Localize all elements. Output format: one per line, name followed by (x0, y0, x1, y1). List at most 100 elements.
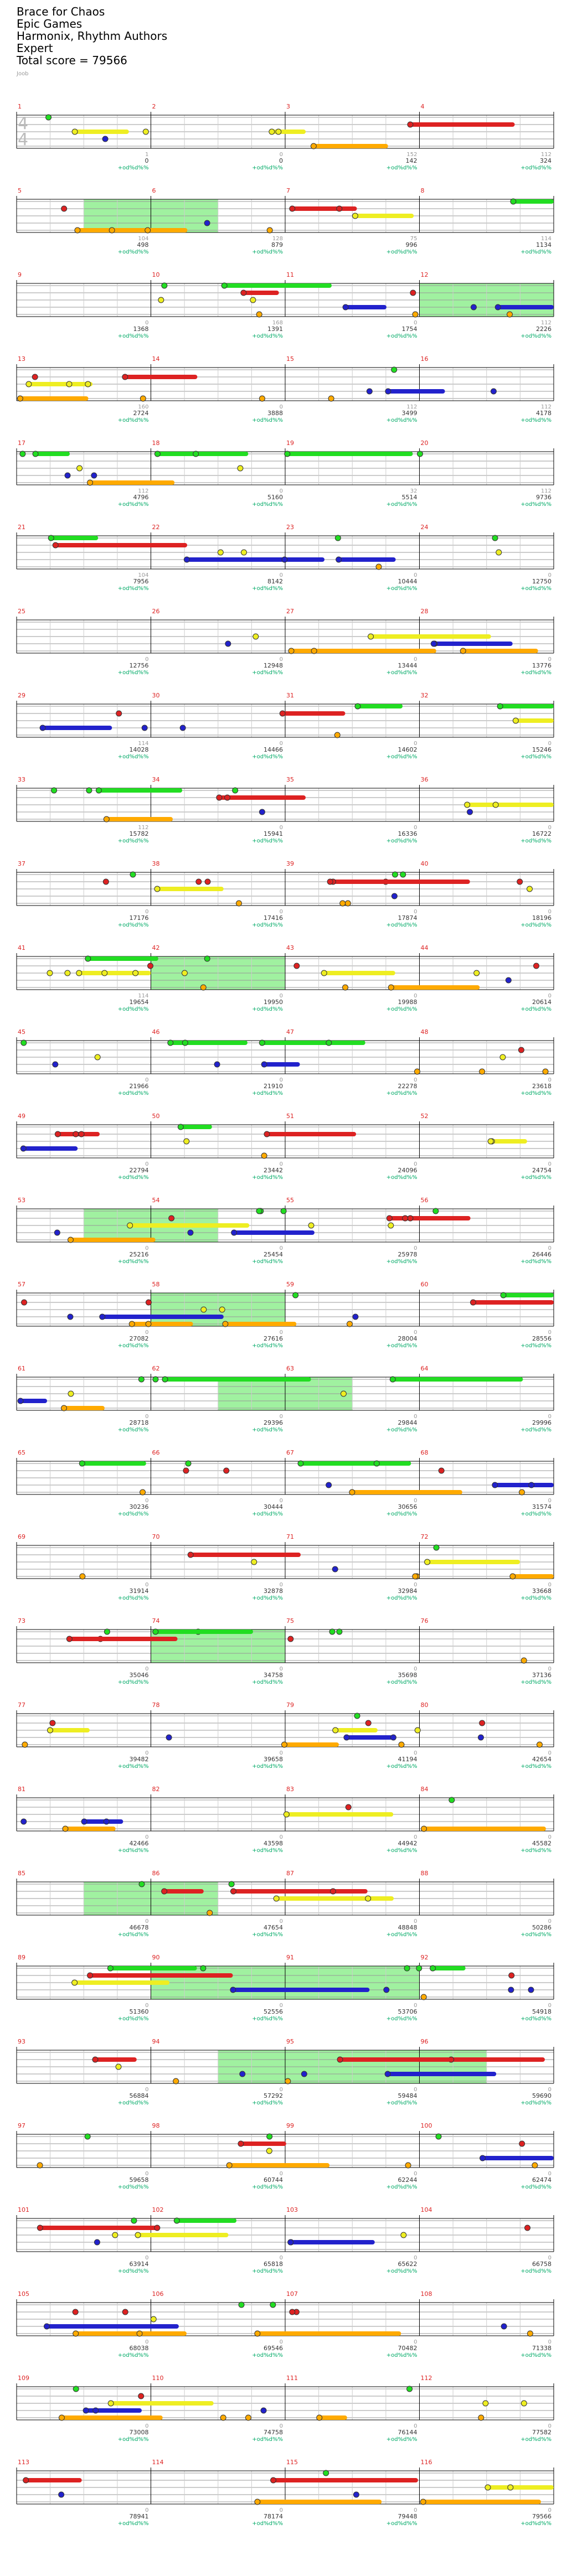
measure-score: 23442 (264, 1167, 283, 1174)
note-gem (383, 1987, 390, 1993)
note-gem (416, 1965, 422, 1972)
measure-number: 39 (286, 860, 294, 867)
note-gem (438, 1467, 445, 1474)
note-gem (115, 2063, 122, 2070)
note-gem (214, 1061, 220, 1068)
overdrive-marker: +od%d%% (252, 838, 283, 844)
note-gem (373, 1460, 380, 1467)
note-gem (266, 2148, 272, 2154)
note-gem (161, 1888, 168, 1895)
note-gem (220, 2414, 226, 2421)
measure-score: 62244 (398, 2176, 417, 2184)
overdrive-marker: +od%d%% (386, 2184, 417, 2190)
beat-count: 112 (406, 404, 417, 410)
measure-score: 74758 (264, 2429, 283, 2436)
measure-number: 3 (286, 103, 290, 110)
beat-count: 0 (145, 1245, 148, 1251)
chart-subtitle: Joob (17, 71, 29, 77)
note-gem (336, 1628, 343, 1635)
beat-count: 0 (414, 1750, 417, 1756)
overdrive-marker: +od%d%% (520, 2521, 551, 2527)
measure-number: 79 (286, 1701, 294, 1709)
note-gem (238, 2301, 245, 2308)
note-gem (92, 2056, 99, 2063)
note-gem (67, 1237, 74, 1243)
note-gem (217, 549, 224, 556)
note-gem (492, 535, 498, 541)
measure-score: 77582 (532, 2429, 551, 2436)
measure-number: 84 (421, 1786, 429, 1793)
measure-number: 76 (421, 1617, 429, 1625)
overdrive-marker: +od%d%% (520, 838, 551, 844)
measure-score: 2226 (536, 325, 551, 333)
note-gem (20, 1145, 27, 1152)
note-gem (508, 1987, 514, 1993)
beat-count: 0 (280, 2087, 283, 2093)
note-gem (87, 1972, 94, 1979)
total-score: Total score = 79566 (17, 54, 127, 67)
note-gem (536, 1741, 543, 1748)
overdrive-marker: +od%d%% (252, 333, 283, 339)
note-gem (92, 2407, 99, 2414)
measure-number: 112 (421, 2375, 432, 2382)
measure-number: 23 (286, 524, 294, 531)
beat-count: 0 (145, 1918, 148, 1925)
beat-count: 0 (280, 2507, 283, 2513)
beat-count: 0 (414, 2003, 417, 2009)
measure-score: 1391 (267, 325, 283, 333)
note-gem (339, 900, 346, 907)
measure-number: 4 (421, 103, 425, 110)
note-gem (293, 963, 300, 969)
beat-count: 0 (548, 1330, 551, 1336)
note-gem (43, 2323, 50, 2330)
overdrive-marker: +od%d%% (386, 333, 417, 339)
measure-score: 52556 (264, 2008, 283, 2015)
note-gem (283, 1811, 290, 1818)
note-gem (414, 1727, 421, 1734)
note-gem (400, 2232, 407, 2238)
overdrive-marker: +od%d%% (520, 1343, 551, 1349)
beat-count: 0 (280, 1414, 283, 1420)
measure-number: 73 (18, 1617, 25, 1625)
note-gem (207, 1910, 213, 1916)
note-gem (64, 970, 71, 976)
overdrive-marker: +od%d%% (520, 2437, 551, 2443)
overdrive-marker: +od%d%% (118, 1679, 149, 1685)
measure-score: 15782 (130, 830, 149, 837)
beat-count: 0 (548, 993, 551, 999)
measure-number: 87 (286, 1870, 294, 1877)
overdrive-marker: +od%d%% (252, 1679, 283, 1685)
note-gem (342, 984, 349, 991)
note-gem (289, 2309, 296, 2315)
note-gem (204, 955, 210, 962)
note-gem (193, 451, 199, 457)
note-gem (52, 1061, 59, 1068)
beat-count: 0 (548, 1918, 551, 1925)
measure-score: 15246 (532, 746, 551, 753)
measure-score: 23618 (532, 1083, 551, 1090)
note-gem (72, 2309, 79, 2315)
measure-score: 65818 (264, 2261, 283, 2268)
beat-count: 0 (414, 909, 417, 915)
note-gem (52, 542, 59, 549)
note-gem (490, 388, 497, 395)
time-sig-bottom: 4 (18, 130, 28, 149)
measure-score: 78941 (130, 2513, 149, 2520)
note-gem (345, 1804, 352, 1811)
note-gem (404, 1965, 410, 1972)
beat-count: 0 (548, 1750, 551, 1756)
note-gem (71, 1979, 78, 1986)
measure-number: 11 (286, 271, 294, 278)
measure-number: 31 (286, 692, 294, 699)
beat-count: 0 (548, 1834, 551, 1840)
beat-count: 0 (548, 909, 551, 915)
note-gem (464, 801, 471, 808)
beat-count: 112 (541, 152, 551, 158)
note-gem (101, 970, 108, 976)
beat-count: 0 (280, 825, 283, 831)
note-gem (366, 388, 373, 395)
overdrive-marker: +od%d%% (252, 586, 283, 592)
note-gem (326, 1482, 332, 1488)
note-gem (94, 1054, 101, 1061)
beat-count: 0 (280, 1161, 283, 1167)
